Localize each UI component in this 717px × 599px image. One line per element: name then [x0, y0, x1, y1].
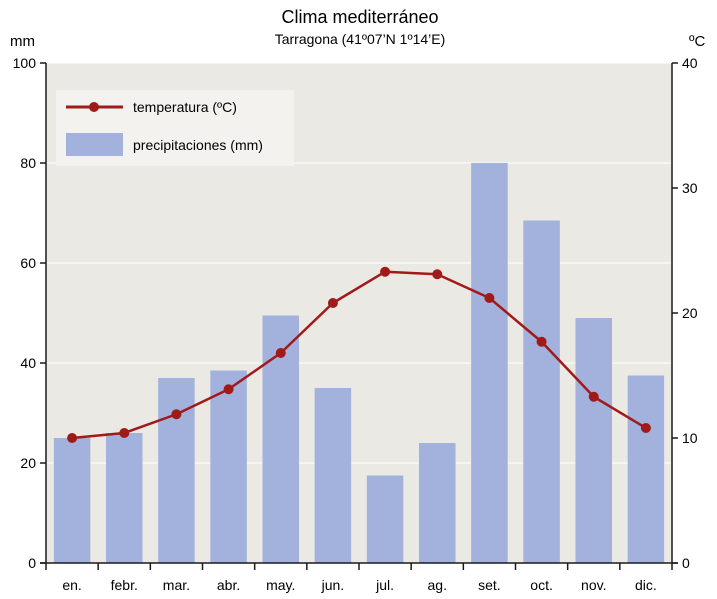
precipitation-bar [314, 388, 352, 563]
temperature-point [588, 391, 599, 402]
left-tick-label: 40 [20, 355, 36, 371]
precipitation-bar [627, 375, 665, 563]
x-tick-label: dic. [635, 577, 657, 593]
right-tick-label: 0 [682, 555, 690, 571]
precipitation-bar [366, 475, 404, 563]
left-tick-label: 0 [28, 555, 36, 571]
x-tick-label: oct. [530, 577, 553, 593]
left-tick-label: 20 [20, 455, 36, 471]
precipitation-bar [210, 370, 247, 563]
temperature-point [484, 293, 495, 303]
right-tick-label: 20 [682, 305, 698, 321]
legend-line-marker [89, 102, 99, 112]
left-tick-label: 60 [20, 255, 36, 271]
line-series [67, 266, 651, 443]
temperature-point [380, 266, 391, 277]
temperature-point [640, 423, 651, 433]
left-tick-label: 100 [13, 55, 37, 71]
right-axis-ticks: 0 10 20 30 40 [672, 55, 698, 571]
temperature-point [223, 384, 234, 395]
legend-bar-swatch [66, 133, 123, 156]
x-tick-label: abr. [217, 577, 240, 593]
x-tick-label: jul. [375, 577, 394, 593]
x-axis-ticks: en. febr. mar. abr. may. jun. jul. ag. set. oct. n… [45, 563, 673, 593]
legend-label-precipitation: precipitaciones (mm) [133, 137, 263, 153]
temperature-point [67, 433, 78, 443]
chart-title: Clima mediterráneo [281, 7, 438, 27]
temperature-point [171, 409, 182, 420]
x-tick-label: febr. [111, 577, 138, 593]
right-axis-unit: ºC [689, 33, 705, 50]
legend-label-temperature: temperatura (ºC) [133, 99, 237, 115]
temperature-point [432, 269, 443, 280]
x-tick-label: en. [62, 577, 81, 593]
right-tick-label: 30 [682, 180, 698, 196]
x-tick-label: nov. [581, 577, 606, 593]
bar-series [53, 163, 665, 563]
x-tick-label: set. [478, 577, 501, 593]
x-tick-label: may. [266, 577, 295, 593]
x-tick-label: ag. [428, 577, 447, 593]
chart-subtitle: Tarragona (41º07’N 1º14’E) [275, 31, 446, 47]
temperature-point [275, 348, 286, 358]
temperature-point [536, 336, 547, 347]
x-tick-label: mar. [163, 577, 190, 593]
left-axis-unit: mm [10, 33, 35, 50]
precipitation-bar [158, 378, 195, 563]
precipitation-bar [53, 438, 91, 563]
temperature-point [119, 428, 130, 438]
precipitation-bar [105, 433, 143, 563]
left-tick-label: 80 [20, 155, 36, 171]
temperature-line [71, 270, 647, 440]
left-axis-ticks: 0 20 40 60 80 100 [13, 55, 46, 571]
precipitation-bar [418, 443, 456, 563]
temperature-point [327, 298, 338, 308]
precipitation-bar [575, 318, 613, 563]
right-tick-label: 40 [682, 55, 698, 71]
legend: temperatura (ºC) precipitaciones (mm) [56, 90, 294, 166]
precipitation-bar [523, 220, 560, 563]
x-tick-label: jun. [321, 577, 345, 593]
precipitation-bar [471, 163, 508, 563]
right-tick-label: 10 [682, 430, 698, 446]
